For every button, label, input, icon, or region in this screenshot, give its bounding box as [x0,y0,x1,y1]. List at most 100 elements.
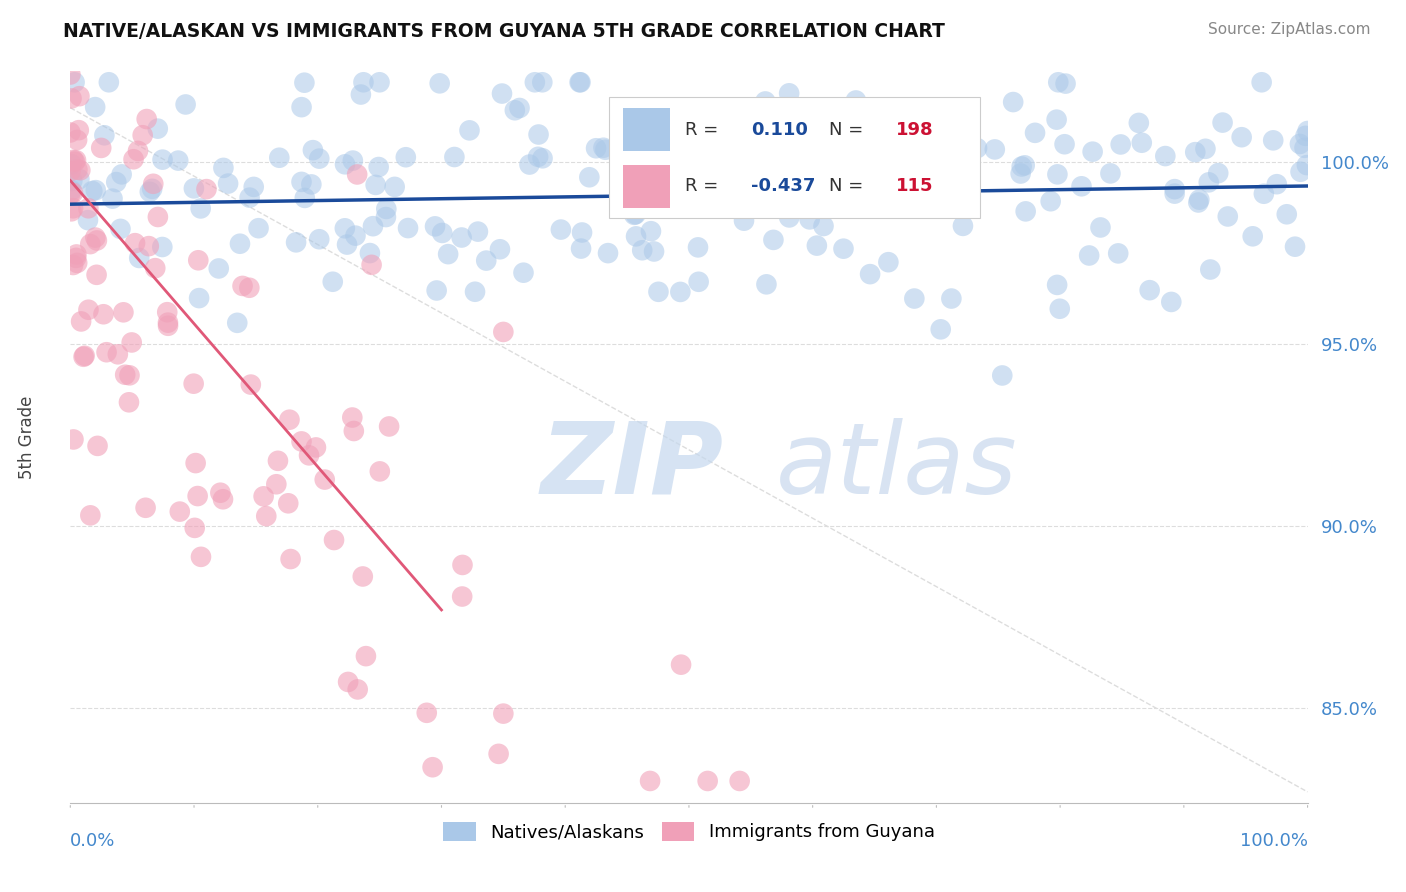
Point [60,157,83,171]
Point [568,75,591,89]
Point [845,94,868,108]
Point [714,167,737,181]
Point [527,128,550,142]
Point [832,242,855,256]
Point [114,368,136,382]
Point [77,201,100,215]
Point [65,46,87,61]
Point [640,224,662,238]
Legend: Natives/Alaskans, Immigrants from Guyana: Natives/Alaskans, Immigrants from Guyana [436,814,942,848]
Point [1194,142,1216,156]
Point [121,46,143,61]
Point [66,46,89,61]
Point [212,161,235,175]
Point [531,75,554,89]
Point [308,152,330,166]
Point [346,168,368,182]
Point [60,174,83,188]
Point [354,649,377,664]
Text: NATIVE/ALASKAN VS IMMIGRANTS FROM GUYANA 5TH GRADE CORRELATION CHART: NATIVE/ALASKAN VS IMMIGRANTS FROM GUYANA… [63,22,945,41]
Point [63,46,86,61]
Point [66,133,89,147]
Point [127,144,149,158]
Point [344,228,367,243]
Point [65,153,87,168]
Point [352,569,374,583]
Point [652,151,675,165]
Point [623,208,645,222]
Point [423,219,446,234]
Point [1163,186,1185,201]
Point [396,221,419,235]
Point [290,434,312,449]
Point [63,154,86,169]
Point [1054,77,1077,91]
Point [239,191,262,205]
Point [361,219,384,234]
Point [882,154,904,169]
Point [669,657,692,672]
Point [696,774,718,789]
Point [152,153,174,167]
Point [60,46,83,61]
Point [156,316,179,330]
Point [142,177,165,191]
Point [60,204,83,219]
Point [422,760,444,774]
Point [169,505,191,519]
Point [359,246,381,260]
Point [60,183,83,197]
Point [364,178,387,192]
Point [1241,229,1264,244]
Point [67,172,90,186]
Point [1024,126,1046,140]
Point [239,377,262,392]
Point [1081,145,1104,159]
Point [62,258,84,272]
Point [150,240,173,254]
Point [416,706,439,720]
Point [886,193,908,207]
Point [1011,160,1033,174]
Text: 5th Grade: 5th Grade [18,395,37,479]
Point [491,87,513,101]
Point [831,135,853,149]
Point [190,549,212,564]
Point [59,126,82,140]
Point [1045,112,1067,127]
Point [929,322,952,336]
Point [429,76,451,90]
Point [79,237,101,252]
Point [143,261,166,276]
Point [278,413,301,427]
Point [475,253,498,268]
Point [624,207,647,221]
Point [1289,165,1312,179]
Point [1188,193,1211,207]
Point [437,247,460,261]
Point [631,244,654,258]
Point [450,230,472,244]
Point [686,240,709,254]
Point [59,46,82,61]
Point [122,153,145,167]
Point [519,157,541,171]
Point [1253,186,1275,201]
Point [617,111,640,125]
Point [232,279,254,293]
Text: 198: 198 [896,120,934,138]
Point [77,302,100,317]
Point [1275,207,1298,221]
Point [1212,115,1234,129]
Point [550,222,572,236]
Point [810,128,832,143]
Point [1163,182,1185,196]
Point [342,153,364,168]
Point [672,165,695,179]
Point [1206,166,1229,180]
Point [492,706,515,721]
Point [1109,137,1132,152]
Point [290,100,312,114]
Point [643,244,665,259]
Point [1263,133,1285,147]
